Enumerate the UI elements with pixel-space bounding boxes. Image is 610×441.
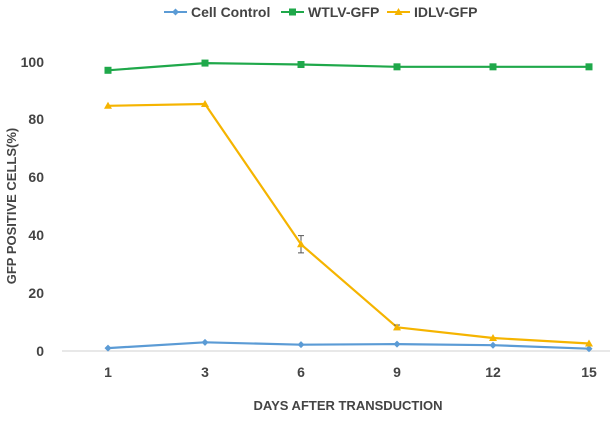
series-cell-control <box>104 338 593 353</box>
y-tick-label: 60 <box>28 169 44 185</box>
data-point-cell-control <box>393 340 401 348</box>
series-layer <box>104 59 593 353</box>
legend-marker-wtlv-gfp <box>289 8 296 16</box>
legend-label-idlv-gfp: IDLV-GFP <box>414 4 478 20</box>
data-point-cell-control <box>489 341 497 349</box>
series-line-cell-control <box>107 341 590 350</box>
data-point-idlv-gfp <box>104 101 112 109</box>
data-point-wtlv-gfp <box>297 61 305 69</box>
data-point-wtlv-gfp <box>585 63 593 71</box>
data-point-idlv-gfp <box>297 240 305 248</box>
data-point-idlv-gfp <box>585 339 593 347</box>
y-tick-label: 40 <box>28 227 44 243</box>
legend-item-idlv-gfp: IDLV-GFP <box>387 4 478 20</box>
x-tick-label: 3 <box>201 364 209 380</box>
legend-label-wtlv-gfp: WTLV-GFP <box>308 4 379 20</box>
series-idlv-gfp <box>104 100 593 347</box>
data-point-cell-control <box>297 341 305 349</box>
x-tick-label: 12 <box>485 364 501 380</box>
series-wtlv-gfp <box>104 59 593 74</box>
data-point-idlv-gfp <box>489 334 497 342</box>
y-tick-label: 80 <box>28 111 44 127</box>
data-point-cell-control <box>104 344 112 352</box>
legend: Cell Control WTLV-GFP IDLV-GFP <box>164 4 478 20</box>
data-point-idlv-gfp <box>393 323 401 331</box>
data-point-idlv-gfp <box>201 100 209 108</box>
legend-marker-idlv-gfp <box>394 8 403 15</box>
data-point-wtlv-gfp <box>104 66 112 74</box>
legend-label-cell-control: Cell Control <box>191 4 270 20</box>
x-tick-label: 1 <box>104 364 112 380</box>
legend-item-wtlv-gfp: WTLV-GFP <box>281 4 379 20</box>
data-point-wtlv-gfp <box>489 63 497 71</box>
series-line-wtlv-gfp <box>107 61 589 72</box>
y-tick-label: 100 <box>21 54 45 70</box>
legend-marker-cell-control <box>172 8 179 16</box>
x-tick-label: 6 <box>297 364 305 380</box>
y-tick-labels: 0 20 40 60 80 100 <box>21 54 45 359</box>
data-point-cell-control <box>201 338 209 346</box>
legend-item-cell-control: Cell Control <box>164 4 270 20</box>
x-tick-labels: 1 3 6 9 12 15 <box>104 364 597 380</box>
data-point-wtlv-gfp <box>393 63 401 71</box>
x-tick-label: 9 <box>393 364 401 380</box>
y-axis-title: GFP POSITIVE CELLS(%) <box>4 128 19 285</box>
data-point-wtlv-gfp <box>201 59 209 67</box>
y-tick-label: 20 <box>28 285 44 301</box>
x-tick-label: 15 <box>581 364 597 380</box>
series-line-idlv-gfp <box>107 102 590 345</box>
y-tick-label: 0 <box>36 343 44 359</box>
data-point-cell-control <box>585 345 593 353</box>
x-axis-title: DAYS AFTER TRANSDUCTION <box>254 398 443 413</box>
